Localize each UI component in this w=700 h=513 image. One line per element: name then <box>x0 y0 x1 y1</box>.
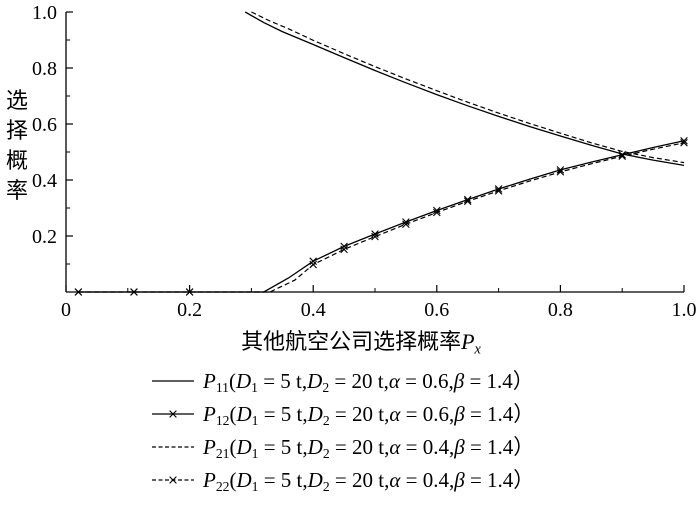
legend-item: P11(D1 = 5 t,D2 = 20 t,α = 0.6,β = 1.4） <box>150 364 700 397</box>
label-segment: β <box>454 435 465 460</box>
legend-line-sample <box>152 446 194 448</box>
x-axis-title: 其他航空公司选择概率Px <box>0 324 700 358</box>
legend-item: P22(D1 = 5 t,D2 = 20 t,α = 0.4,β = 1.4） <box>150 463 700 496</box>
label-segment: 1 <box>251 413 259 429</box>
label-segment: α <box>389 435 401 460</box>
y-tick-label: 1.0 <box>32 2 57 24</box>
label-segment: = 20 t, <box>329 468 390 493</box>
x-tick-label: 0.4 <box>301 299 326 321</box>
chart-plot: 0 0.2 0.4 0.6 0.8 1.0 0.2 0.4 0.6 0.8 1.0 <box>32 2 697 321</box>
series-P22-markers <box>74 138 688 296</box>
legend-label: P12(D1 = 5 t,D2 = 20 t,α = 0.6,β = 1.4） <box>203 398 534 429</box>
legend-line-sample <box>152 380 194 382</box>
label-segment: D <box>307 435 323 460</box>
label-segment: = 5 t, <box>258 402 308 427</box>
label-segment: = 1.4） <box>464 402 535 427</box>
label-segment: α <box>389 468 401 493</box>
label-segment: = 1.4） <box>464 369 534 394</box>
label-segment: β <box>453 369 465 394</box>
label-segment: ( <box>229 402 237 427</box>
x-tick-label: 0 <box>61 299 71 321</box>
label-segment: P <box>461 329 475 354</box>
label-segment: 1 <box>251 479 259 495</box>
label-segment: D <box>235 369 252 394</box>
legend-item: P21(D1 = 5 t,D2 = 20 t,α = 0.4,β = 1.4） <box>150 430 700 463</box>
label-segment: 1 <box>251 446 259 462</box>
y-tick-label: 0.4 <box>32 170 57 192</box>
label-segment: = 20 t, <box>329 435 390 460</box>
label-segment: ( <box>229 435 237 460</box>
label-segment: P <box>203 468 216 493</box>
label-segment: = 5 t, <box>258 468 308 493</box>
y-tick-label: 0.8 <box>32 58 57 80</box>
label-segment: 2 <box>322 413 330 429</box>
label-segment: α <box>388 369 400 394</box>
label-segment: = 20 t, <box>329 402 390 427</box>
label-segment: D <box>236 468 252 493</box>
legend-label: P11(D1 = 5 t,D2 = 20 t,α = 0.6,β = 1.4） <box>203 365 534 396</box>
label-segment: D <box>307 369 323 394</box>
y-tick-label: 0.2 <box>32 226 57 248</box>
label-segment: β <box>454 402 465 427</box>
label-segment: = 1.4） <box>464 435 535 460</box>
y-tick-label: 0.6 <box>32 114 57 136</box>
legend-item: P12(D1 = 5 t,D2 = 20 t,α = 0.6,β = 1.4） <box>150 397 700 430</box>
x-tick-label: 0.6 <box>424 299 449 321</box>
label-segment: 1 <box>251 380 258 396</box>
label-segment: P <box>203 369 216 394</box>
label-segment: ( <box>229 468 237 493</box>
x-tick-label: 0.2 <box>177 299 202 321</box>
label-segment: = 0.4, <box>400 468 455 493</box>
label-segment: = 20 t, <box>329 369 389 394</box>
label-segment: D <box>307 468 323 493</box>
label-segment: = 1.4） <box>464 468 535 493</box>
label-segment: 12 <box>215 413 230 429</box>
label-segment: = 5 t, <box>258 435 308 460</box>
y-axis-title: 选择概率 <box>6 86 28 206</box>
label-segment: 11 <box>215 380 229 396</box>
legend: P11(D1 = 5 t,D2 = 20 t,α = 0.6,β = 1.4） … <box>150 364 700 496</box>
series-P21-line <box>251 11 685 164</box>
y-axis-title-char: 择 <box>6 118 29 143</box>
x-tick-label: 0.8 <box>548 299 573 321</box>
series-P22-line <box>78 142 685 293</box>
label-segment: 2 <box>322 446 330 462</box>
label-segment: 22 <box>215 479 230 495</box>
label-segment: α <box>389 402 401 427</box>
y-axis-title-char: 率 <box>6 178 29 203</box>
label-segment: P <box>203 435 216 460</box>
label-segment: 2 <box>322 479 330 495</box>
label-segment: D <box>307 402 323 427</box>
label-segment: β <box>454 468 465 493</box>
label-segment: = 0.6, <box>399 369 454 394</box>
label-segment: = 0.6, <box>400 402 455 427</box>
series-P12-line <box>78 140 685 293</box>
label-segment: x <box>474 341 481 358</box>
label-segment: D <box>236 435 252 460</box>
label-segment: ( <box>228 369 236 394</box>
label-segment: P <box>203 402 216 427</box>
legend-line-sample <box>152 409 194 418</box>
label-segment: 21 <box>215 446 230 462</box>
label-segment: = 0.4, <box>400 435 455 460</box>
legend-line-sample <box>152 475 194 484</box>
label-segment: = 5 t, <box>257 369 308 394</box>
legend-label: P21(D1 = 5 t,D2 = 20 t,α = 0.4,β = 1.4） <box>203 431 534 462</box>
y-axis-title-char: 概 <box>6 148 29 173</box>
label-segment: D <box>236 402 252 427</box>
x-tick-label: 1.0 <box>672 299 697 321</box>
series-P11-line <box>244 11 685 167</box>
y-axis-title-char: 选 <box>6 88 29 113</box>
label-segment: 其他航空公司选择概率 <box>241 329 462 354</box>
legend-label: P22(D1 = 5 t,D2 = 20 t,α = 0.4,β = 1.4） <box>203 464 534 495</box>
label-segment: 2 <box>322 380 330 396</box>
